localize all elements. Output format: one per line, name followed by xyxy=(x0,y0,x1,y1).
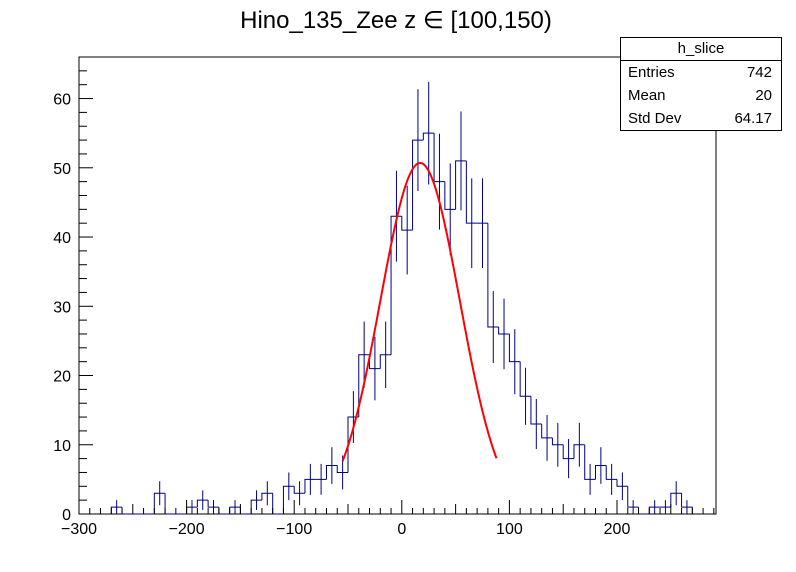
histogram-bin xyxy=(347,416,359,473)
histogram-bin xyxy=(530,396,542,425)
stats-label: Entries xyxy=(628,64,675,81)
histogram-bin xyxy=(616,479,628,487)
stats-value: 742 xyxy=(746,64,772,81)
histogram-bin xyxy=(487,223,499,328)
y-tick-label: 30 xyxy=(53,299,71,316)
fit-curve-group xyxy=(341,161,498,462)
histogram-bin xyxy=(304,478,316,494)
histogram-bin xyxy=(218,507,230,515)
stats-value: 64.17 xyxy=(734,110,772,127)
histogram-bin xyxy=(121,507,133,515)
y-tick-label: 20 xyxy=(53,369,71,386)
histogram-bin xyxy=(605,465,618,480)
histogram-bin xyxy=(379,354,392,369)
histogram-bin xyxy=(412,139,424,231)
histogram-bin xyxy=(562,444,574,460)
histogram-bin xyxy=(584,444,596,480)
histogram-bin xyxy=(207,500,219,508)
stats-row-mean: Mean 20 xyxy=(621,84,781,107)
fit-curve xyxy=(341,161,498,462)
stats-title: h_slice xyxy=(621,38,781,61)
histogram-bin xyxy=(498,327,510,335)
histogram-bin xyxy=(196,499,209,508)
stats-label: Std Dev xyxy=(628,110,682,127)
histogram-bin xyxy=(293,486,305,494)
histogram-bin xyxy=(261,492,273,501)
x-axis: −300 −200 −100 0 100 200 xyxy=(61,500,715,538)
x-tick-label: −200 xyxy=(169,521,205,538)
histogram-bin xyxy=(444,181,456,210)
histogram-bin xyxy=(239,507,252,515)
y-tick-label: 40 xyxy=(53,230,71,247)
histogram-bin xyxy=(465,160,478,224)
histogram-bin xyxy=(272,493,284,515)
histogram-bin xyxy=(638,507,650,515)
histogram-bin xyxy=(282,485,295,514)
histogram-bin xyxy=(325,465,338,480)
histogram-bin xyxy=(422,132,435,141)
y-tick-label: 10 xyxy=(53,438,71,455)
x-tick-label: 200 xyxy=(604,521,631,538)
histogram-bins xyxy=(110,132,693,515)
histogram-bin xyxy=(164,493,176,515)
histogram-bin xyxy=(401,216,413,231)
x-tick-label: 100 xyxy=(496,521,523,538)
y-tick-label: 50 xyxy=(53,161,71,178)
histogram-bin xyxy=(551,437,564,446)
histogram-bin xyxy=(153,492,166,514)
histogram-bin xyxy=(627,486,639,508)
histogram-bin xyxy=(519,361,531,397)
histogram-bin xyxy=(455,160,467,210)
x-tick-label: −100 xyxy=(276,521,312,538)
histogram-bin xyxy=(541,423,553,439)
y-tick-label: 0 xyxy=(62,507,71,524)
stats-row-entries: Entries 742 xyxy=(621,61,781,84)
x-tick-label: 0 xyxy=(397,521,406,538)
stats-value: 20 xyxy=(755,87,772,104)
histogram-bin xyxy=(670,492,682,508)
error-bars xyxy=(116,81,688,514)
histogram-bin xyxy=(594,465,607,480)
histogram-bin xyxy=(508,333,521,363)
histogram-bin xyxy=(358,354,370,418)
plot-frame xyxy=(78,56,717,515)
histogram-bin xyxy=(336,465,349,473)
x-tick-label: −300 xyxy=(61,521,97,538)
y-axis: 0 10 20 30 40 50 60 xyxy=(53,70,93,524)
stats-label: Mean xyxy=(628,87,666,104)
y-tick-label: 60 xyxy=(53,92,71,109)
stats-box: h_slice Entries 742 Mean 20 Std Dev 64.1… xyxy=(620,37,782,131)
stats-row-stddev: Std Dev 64.17 xyxy=(621,107,781,130)
histogram-bin xyxy=(573,444,585,459)
chart-title: Hino_135_Zee z ∈ [100,150) xyxy=(240,7,552,34)
